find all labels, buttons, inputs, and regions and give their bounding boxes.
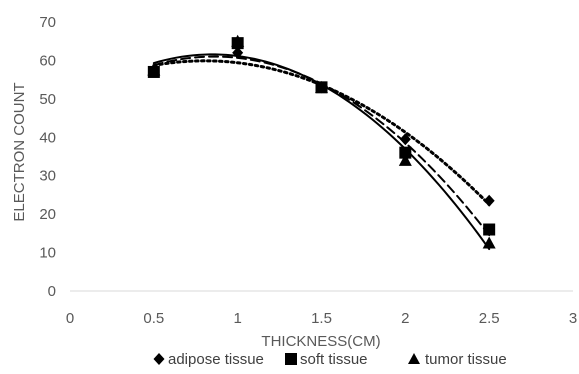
x-tick-label: 2 (401, 310, 409, 327)
x-tick-label: 1.5 (311, 310, 332, 327)
x-tick-label: 0 (66, 310, 74, 327)
data-point-adipose-tissue (232, 46, 244, 59)
legend: adipose tissue soft tissue tumor tissue (153, 351, 507, 368)
data-point-soft-tissue (483, 223, 496, 236)
data-point-tumor-tissue (231, 34, 245, 47)
x-tick-label: 2.5 (479, 310, 500, 327)
y-tick-label: 10 (39, 245, 56, 262)
y-tick-label: 50 (39, 91, 56, 108)
data-point-adipose-tissue (399, 133, 411, 146)
y-tick-label: 0 (48, 283, 56, 300)
y-tick-label: 70 (39, 14, 56, 31)
legend-marker-square-icon (285, 353, 297, 365)
data-point-adipose-tissue (483, 194, 495, 207)
data-point-tumor-tissue (398, 153, 412, 166)
x-tick-label: 0.5 (143, 310, 164, 327)
x-axis-title: THICKNESS(CM) (261, 333, 380, 350)
y-tick-label: 60 (39, 52, 56, 69)
y-tick-label: 40 (39, 129, 56, 146)
data-point-soft-tissue (399, 146, 412, 159)
x-tick-labels: 0 0.5 1 1.5 2 2.5 3 (66, 310, 577, 327)
data-point-tumor-tissue (315, 80, 328, 93)
y-axis-title: ELECTRON COUNT (11, 82, 28, 221)
legend-marker-triangle-icon (408, 353, 420, 364)
data-point-tumor-tissue (147, 63, 161, 76)
x-tick-label: 3 (569, 310, 577, 327)
y-tick-label: 30 (39, 168, 56, 185)
legend-label: tumor tissue (425, 351, 507, 368)
x-tick-label: 1 (233, 310, 241, 327)
legend-marker-diamond-icon (153, 353, 165, 365)
y-tick-labels: 0 10 20 30 40 50 60 70 (39, 14, 56, 300)
legend-label: soft tissue (300, 351, 368, 368)
y-tick-label: 20 (39, 206, 56, 223)
data-point-tumor-tissue (482, 236, 496, 249)
data-markers (147, 34, 496, 249)
legend-label: adipose tissue (168, 351, 264, 368)
